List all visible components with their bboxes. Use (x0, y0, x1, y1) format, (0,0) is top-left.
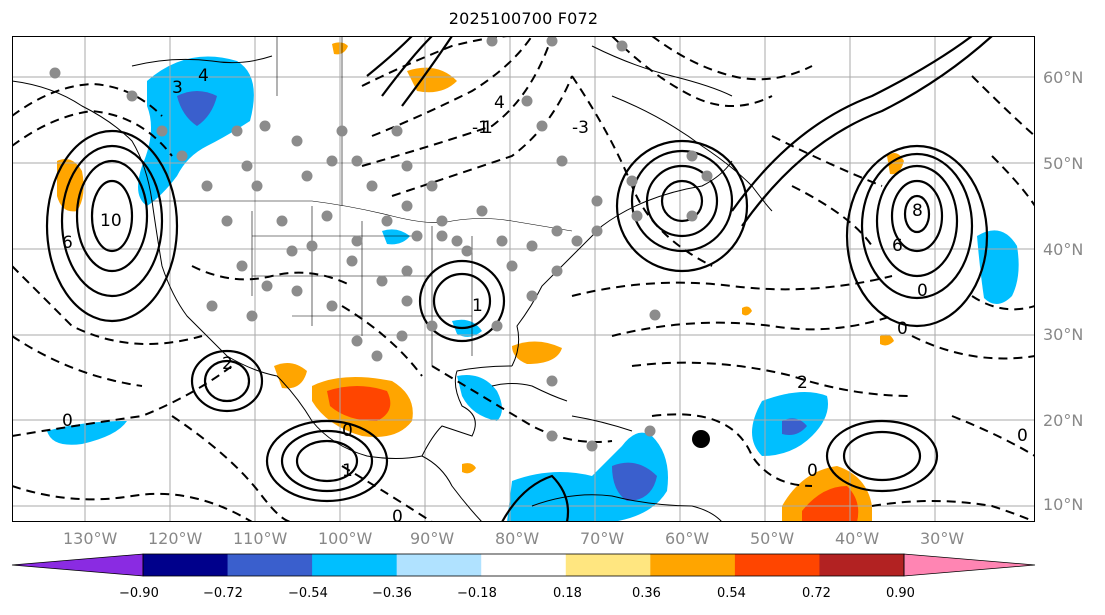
lat-label-10n: 10°N (1043, 495, 1084, 514)
svg-text:8: 8 (912, 201, 923, 221)
lon-label-30w: 30°W (920, 529, 965, 548)
svg-text:2: 2 (797, 373, 808, 393)
marker-dot (692, 430, 710, 448)
colorbar-swatch (312, 554, 398, 576)
svg-text:0: 0 (897, 319, 908, 339)
lon-label-90w: 90°W (410, 529, 455, 548)
lon-label-40w: 40°W (835, 529, 880, 548)
lon-label-80w: 80°W (495, 529, 540, 548)
svg-text:0: 0 (917, 281, 928, 301)
colorbar-swatch (734, 554, 820, 576)
colorbar-tick-label: 0.90 (886, 586, 915, 601)
colorbar-swatch (650, 554, 736, 576)
colorbar-swatch (396, 554, 482, 576)
colorbar-tick-label: −0.54 (288, 586, 328, 601)
lat-label-20n: 20°N (1043, 411, 1084, 430)
lat-label-50n: 50°N (1043, 154, 1084, 173)
shaded-anomaly-regions (47, 42, 1019, 522)
contours-positive (45, 36, 993, 522)
weather-map: 3 4 -1 4 1 -3 0 10 6 2 2 0 0 0 6 8 0 1 0… (12, 36, 1035, 522)
lon-label-60w: 60°W (665, 529, 710, 548)
lat-label-40n: 40°N (1043, 240, 1084, 259)
svg-text:3: 3 (172, 78, 183, 98)
colorbar-tick-label: 0.36 (632, 586, 661, 601)
svg-text:-1: -1 (472, 118, 489, 138)
svg-text:0: 0 (342, 421, 353, 441)
svg-text:1: 1 (342, 461, 353, 481)
colorbar-swatch (143, 554, 229, 576)
svg-text:0: 0 (1017, 426, 1028, 446)
svg-text:1: 1 (472, 296, 483, 316)
svg-text:2: 2 (222, 354, 233, 374)
lon-label-130w: 130°W (63, 529, 118, 548)
colorbar-tick-label: −0.18 (457, 586, 497, 601)
observation-stations (49, 36, 713, 452)
lon-label-50w: 50°W (750, 529, 795, 548)
svg-text:6: 6 (892, 236, 903, 256)
lat-label-60n: 60°N (1043, 68, 1084, 87)
svg-text:10: 10 (100, 211, 122, 231)
contour-labels: 3 4 -1 4 1 -3 0 10 6 2 2 0 0 0 6 8 0 1 0… (62, 66, 1028, 522)
svg-text:6: 6 (62, 233, 73, 253)
map-title: 2025100700 F072 (448, 9, 599, 28)
colorbar-swatch (819, 554, 905, 576)
svg-text:1: 1 (482, 118, 493, 138)
colorbar-tick-label: 0.72 (802, 586, 831, 601)
colorbar-tick-label: −0.90 (119, 586, 159, 601)
lat-label-30n: 30°N (1043, 325, 1084, 344)
svg-text:0: 0 (62, 411, 73, 431)
colorbar-tick-label: 0.54 (717, 586, 746, 601)
svg-text:0: 0 (807, 461, 818, 481)
colorbar-tick-label: 0.18 (553, 586, 582, 601)
lon-label-100w: 100°W (318, 529, 373, 548)
colorbar-swatch (227, 554, 313, 576)
colorbar-swatch (481, 554, 567, 576)
colorbar-swatch (565, 554, 651, 576)
lon-label-110w: 110°W (233, 529, 288, 548)
svg-text:-3: -3 (572, 118, 589, 138)
contours-negative (12, 36, 1035, 522)
svg-text:0: 0 (392, 507, 403, 522)
colorbar-tick-label: −0.36 (372, 586, 412, 601)
lon-label-120w: 120°W (148, 529, 203, 548)
political-borders (152, 36, 573, 366)
colorbar-tick-label: −0.72 (203, 586, 243, 601)
svg-text:4: 4 (198, 66, 209, 86)
colorbar (11, 553, 1036, 577)
svg-text:4: 4 (494, 93, 505, 113)
lon-label-70w: 70°W (580, 529, 625, 548)
